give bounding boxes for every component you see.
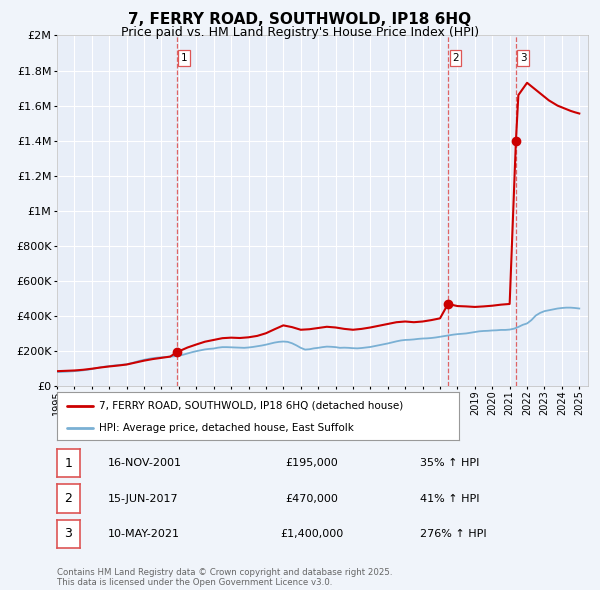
Text: 3: 3 xyxy=(64,527,73,540)
Text: 1: 1 xyxy=(181,53,188,63)
Text: Price paid vs. HM Land Registry's House Price Index (HPI): Price paid vs. HM Land Registry's House … xyxy=(121,26,479,39)
Text: 10-MAY-2021: 10-MAY-2021 xyxy=(108,529,180,539)
Text: 3: 3 xyxy=(520,53,527,63)
Text: 35% ↑ HPI: 35% ↑ HPI xyxy=(420,458,479,468)
Text: 41% ↑ HPI: 41% ↑ HPI xyxy=(420,494,479,503)
Text: 2: 2 xyxy=(452,53,459,63)
Text: Contains HM Land Registry data © Crown copyright and database right 2025.
This d: Contains HM Land Registry data © Crown c… xyxy=(57,568,392,587)
Text: £195,000: £195,000 xyxy=(286,458,338,468)
Text: 15-JUN-2017: 15-JUN-2017 xyxy=(108,494,179,503)
Text: £1,400,000: £1,400,000 xyxy=(280,529,344,539)
Text: 276% ↑ HPI: 276% ↑ HPI xyxy=(420,529,487,539)
Text: HPI: Average price, detached house, East Suffolk: HPI: Average price, detached house, East… xyxy=(99,423,354,432)
Text: 1: 1 xyxy=(64,457,73,470)
Text: 2: 2 xyxy=(64,492,73,505)
Text: 16-NOV-2001: 16-NOV-2001 xyxy=(108,458,182,468)
Text: 7, FERRY ROAD, SOUTHWOLD, IP18 6HQ: 7, FERRY ROAD, SOUTHWOLD, IP18 6HQ xyxy=(128,12,472,27)
Text: £470,000: £470,000 xyxy=(286,494,338,503)
Text: 7, FERRY ROAD, SOUTHWOLD, IP18 6HQ (detached house): 7, FERRY ROAD, SOUTHWOLD, IP18 6HQ (deta… xyxy=(99,401,403,411)
